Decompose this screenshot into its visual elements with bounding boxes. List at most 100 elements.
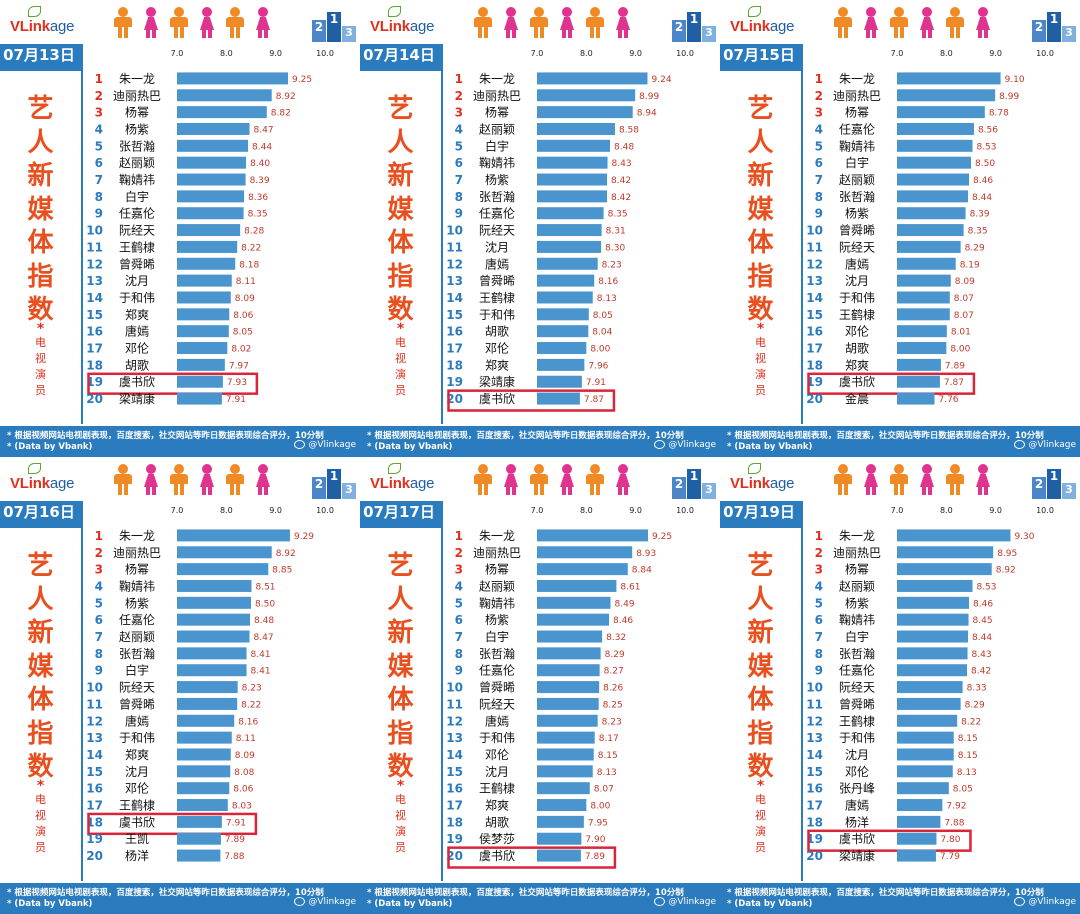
category-label: 王鹤棣: [119, 239, 155, 254]
bar: [177, 579, 252, 592]
title-char: 媒: [387, 194, 414, 225]
logo-text-part1: VLink: [10, 18, 50, 35]
title-char: 人: [27, 584, 54, 615]
data-label: 8.06: [233, 311, 253, 321]
title-char: 媒: [387, 651, 414, 682]
rank-number: 5: [815, 596, 823, 610]
rank-number: 19: [86, 375, 103, 389]
bar: [177, 139, 249, 152]
bar: [537, 815, 584, 828]
footer-note: * 根据视频网站电视剧表现，百度搜索，社交网站等昨日数据表现综合评分，10分制: [7, 431, 324, 441]
category-label: 赵丽颖: [839, 173, 875, 187]
subtitle-char: 电: [755, 793, 766, 806]
rank-number: 2: [815, 546, 823, 560]
rank-number: 12: [806, 257, 823, 271]
data-label: 8.23: [602, 717, 622, 727]
data-label: 8.11: [236, 734, 256, 744]
title-char: 体: [387, 228, 414, 258]
data-label: 8.82: [271, 109, 291, 119]
category-label: 张哲瀚: [119, 138, 155, 153]
data-label: 7.87: [584, 395, 604, 405]
rank-number: 9: [815, 664, 823, 678]
rank-number: 18: [86, 358, 103, 372]
data-label: 8.50: [255, 599, 275, 609]
bar: [537, 325, 589, 338]
data-label: 8.23: [242, 684, 262, 694]
x-tick-label: 7.0: [171, 49, 184, 58]
bar: [897, 139, 973, 152]
date-label: 07月14日: [363, 46, 435, 64]
bar: [537, 274, 595, 287]
rank-number: 6: [815, 613, 823, 627]
category-label: 阮经天: [479, 697, 515, 711]
rank-number: 8: [455, 190, 463, 204]
x-tick-label: 9.0: [989, 506, 1002, 515]
category-label: 阮经天: [119, 681, 155, 695]
category-label: 郑爽: [125, 747, 149, 762]
bar: [177, 832, 221, 845]
male-person-icon: [472, 464, 494, 496]
bar: [537, 89, 636, 102]
bar: [897, 799, 943, 812]
male-person-icon: [944, 7, 966, 39]
bar: [177, 207, 244, 220]
female-person-icon: [196, 7, 218, 39]
rank-number: 13: [806, 274, 823, 288]
rank-number: 13: [806, 731, 823, 745]
female-person-icon: [252, 7, 274, 39]
data-label: 8.27: [604, 667, 624, 677]
rank-number: 10: [806, 224, 823, 238]
data-label: 8.50: [975, 159, 995, 169]
rank-number: 16: [86, 782, 103, 796]
rank-number: 2: [815, 89, 823, 103]
title-column: 艺人新媒体指数 * 电视演员: [720, 528, 803, 881]
category-label: 于和伟: [119, 291, 155, 305]
data-label: 8.99: [639, 92, 659, 102]
bar: [897, 375, 940, 388]
category-label: 朱一龙: [119, 72, 155, 86]
title-char: 数: [387, 752, 414, 782]
bar: [897, 849, 936, 862]
x-tick-label: 9.0: [629, 49, 642, 58]
bar: [177, 563, 269, 576]
subtitle-char: 演: [35, 368, 46, 381]
bar: [177, 274, 232, 287]
bar: [537, 139, 611, 152]
x-tick-label: 9.0: [269, 49, 282, 58]
vertical-subtitle: 电视演员: [360, 335, 441, 399]
bar: [177, 849, 221, 862]
subtitle-char: 视: [755, 809, 766, 822]
x-tick-label: 10.0: [676, 506, 694, 515]
bar-chart-svg: 7.0 8.0 9.0 10.0 1 朱一龙 9.24 2 迪丽热巴 8.99 3 杨幂 8.94 4 赵丽…: [446, 49, 694, 412]
x-tick-label: 9.0: [629, 506, 642, 515]
bar: [537, 308, 589, 321]
data-label: 8.30: [605, 243, 625, 253]
highlight-box: [87, 812, 258, 836]
rank-number: 13: [446, 731, 463, 745]
title-column: 艺人新媒体指数 * 电视演员: [360, 528, 443, 881]
bar: [537, 832, 582, 845]
data-label: 8.78: [989, 109, 1009, 119]
category-label: 胡歌: [485, 324, 509, 339]
category-label: 王鹤棣: [479, 290, 515, 305]
panel-footer: * 根据视频网站电视剧表现，百度搜索，社交网站等昨日数据表现综合评分，10分制 *…: [720, 883, 1080, 914]
ranking-panel: VLinkage 2 1 3 07月13日艺人新媒体指数 * 电视演员 7.0 8.0 9.0 10…: [0, 0, 360, 457]
subtitle-char: 演: [35, 825, 46, 838]
bar: [177, 714, 235, 727]
bar: [177, 782, 230, 795]
bar: [537, 714, 598, 727]
people-icons: [472, 7, 642, 39]
data-label: 8.05: [593, 311, 613, 321]
data-label: 8.92: [996, 566, 1016, 576]
bar: [537, 647, 601, 660]
subtitle-star: *: [36, 778, 45, 794]
category-label: 梁靖康: [839, 848, 875, 863]
rank-number: 18: [446, 358, 463, 372]
data-label: 8.09: [235, 751, 255, 761]
x-tick-label: 7.0: [531, 49, 544, 58]
vlinkage-logo: VLinkage: [370, 18, 434, 35]
category-label: 杨洋: [125, 848, 149, 863]
footer-data-source: * (Data by Vbank): [367, 442, 453, 452]
panel-footer: * 根据视频网站电视剧表现，百度搜索，社交网站等昨日数据表现综合评分，10分制 *…: [0, 426, 360, 457]
